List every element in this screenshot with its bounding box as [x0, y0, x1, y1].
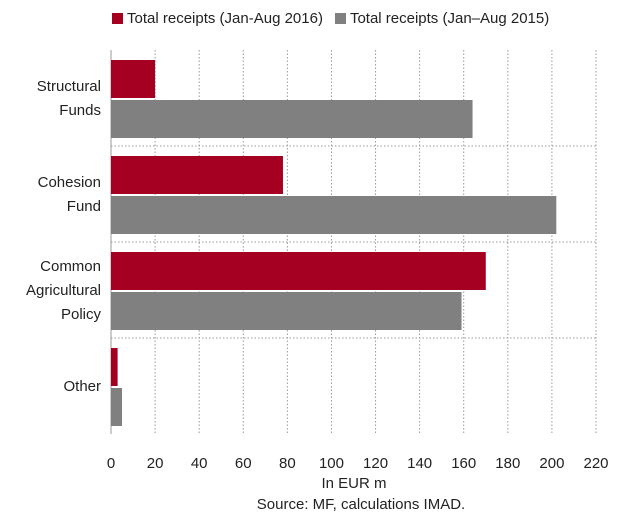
bar-2015-1 [111, 196, 557, 234]
source-note: Source: MF, calculations IMAD. [257, 496, 465, 513]
x-tick-label-4: 80 [279, 455, 296, 472]
bar-2016-3 [111, 348, 118, 386]
legend-swatch-2016 [112, 13, 123, 24]
legend-item-2016: Total receipts (Jan-Aug 2016) [112, 10, 323, 27]
category-label-3: Other [63, 378, 101, 395]
x-tick-label-5: 100 [319, 455, 344, 472]
x-tick-label-0: 0 [107, 455, 115, 472]
x-tick-label-8: 160 [451, 455, 476, 472]
legend-item-2015: Total receipts (Jan–Aug 2015) [334, 10, 550, 27]
category-label-1: Cohesion Fund [38, 174, 101, 215]
bar-2015-3 [111, 388, 123, 426]
x-tick-label-1: 20 [147, 455, 164, 472]
bar-2015-0 [111, 100, 473, 138]
legend-label-2015: Total receipts (Jan–Aug 2015) [349, 10, 550, 27]
bar-2016-2 [111, 252, 486, 290]
legend-swatch-2015 [334, 13, 346, 24]
x-tick-label-2: 40 [191, 455, 208, 472]
x-axis-title: In EUR m [321, 475, 386, 492]
x-tick-label-9: 180 [495, 455, 520, 472]
legend-label-2016: Total receipts (Jan-Aug 2016) [127, 10, 323, 27]
bar-2016-0 [111, 60, 156, 98]
x-tick-label-7: 140 [407, 455, 432, 472]
x-tick-label-11: 220 [583, 455, 608, 472]
legend: Total receipts (Jan-Aug 2016) Total rece… [112, 10, 549, 27]
x-tick-label-6: 120 [363, 455, 388, 472]
category-label-0: Structural Funds [37, 78, 101, 119]
bar-2015-2 [111, 292, 462, 330]
x-tick-label-3: 60 [235, 455, 252, 472]
x-tick-label-10: 200 [539, 455, 564, 472]
bar-2016-1 [111, 156, 283, 194]
category-label-2: Common Agricultural Policy [26, 258, 102, 323]
